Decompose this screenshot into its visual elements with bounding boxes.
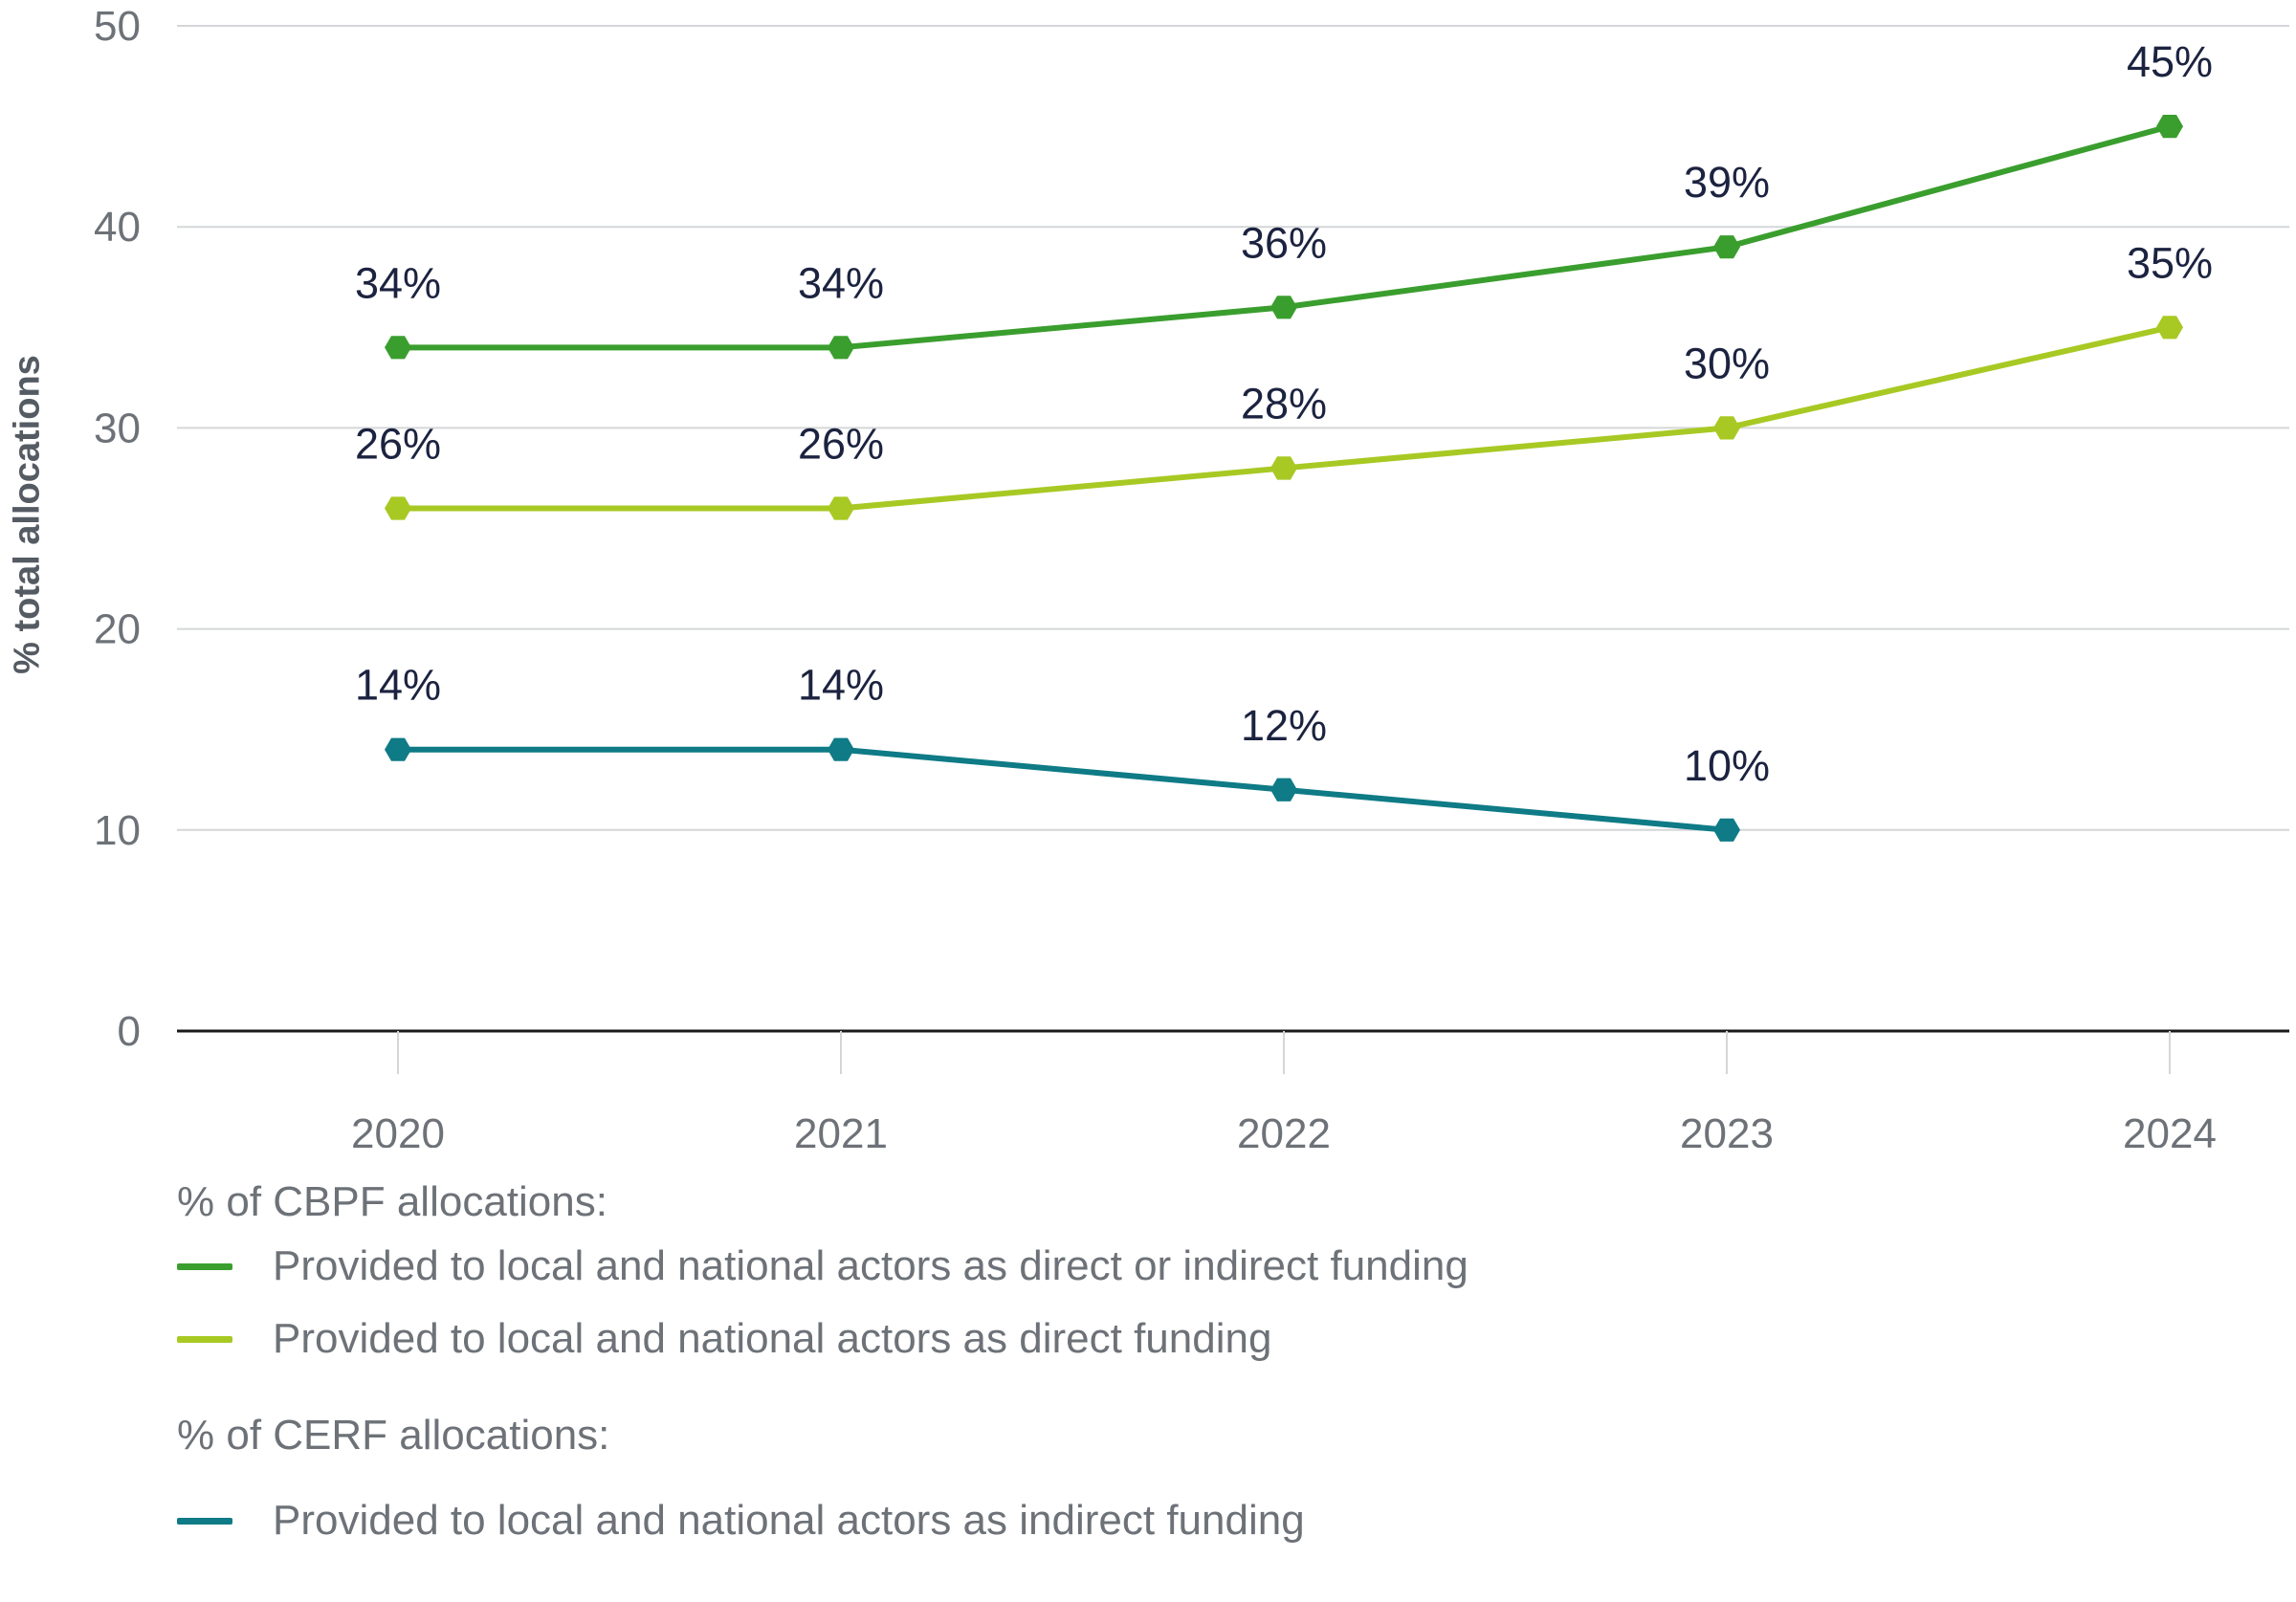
x-tick-label: 2024 [2123, 1110, 2217, 1148]
legend-group-cerf: % of CERF allocations: Provided to local… [177, 1408, 2186, 1557]
legend-group-cbpf: % of CBPF allocations: Provided to local… [177, 1174, 2186, 1375]
data-label: 26% [798, 419, 884, 468]
data-point-marker [2156, 115, 2183, 139]
series-line-2 [395, 746, 1730, 833]
data-label: 34% [355, 258, 441, 307]
x-tick-label: 2021 [794, 1110, 888, 1148]
data-point-marker [385, 737, 411, 761]
data-point-marker [1713, 818, 1740, 842]
legend-swatch-direct-or-indirect [177, 1262, 232, 1270]
data-point-marker [385, 336, 411, 360]
legend-swatch-indirect [177, 1517, 232, 1525]
legend-label-indirect: Provided to local and national actors as… [273, 1497, 1305, 1544]
data-point-marker [1270, 778, 1297, 801]
y-tick-label: 0 [118, 1008, 141, 1055]
y-tick-label: 30 [94, 405, 141, 451]
data-label: 30% [1684, 339, 1770, 387]
legend-item-direct-or-indirect: Provided to local and national actors as… [177, 1230, 2186, 1303]
data-label: 14% [355, 661, 441, 710]
data-label: 12% [1241, 701, 1327, 750]
x-tick-label: 2022 [1237, 1110, 1331, 1148]
legend-swatch-direct [177, 1335, 232, 1343]
y-tick-label: 10 [94, 807, 141, 854]
data-label: 35% [2127, 238, 2213, 287]
legend-item-indirect: Provided to local and national actors as… [177, 1484, 2186, 1557]
y-tick-label: 50 [94, 3, 141, 50]
legend-label-direct-or-indirect: Provided to local and national actors as… [273, 1242, 1468, 1289]
data-label: 34% [798, 258, 884, 307]
y-tick-label: 20 [94, 606, 141, 653]
data-label: 28% [1241, 379, 1327, 428]
data-label: 45% [2127, 37, 2213, 86]
data-label: 10% [1684, 741, 1770, 790]
legend-group-title-cerf: % of CERF allocations: [177, 1412, 610, 1459]
x-tick-label: 2020 [351, 1110, 445, 1148]
data-point-marker [828, 737, 854, 761]
data-point-marker [828, 496, 854, 520]
legend-item-direct: Provided to local and national actors as… [177, 1303, 2186, 1375]
data-label: 14% [798, 661, 884, 710]
data-label: 26% [355, 419, 441, 468]
legend: % of CBPF allocations: Provided to local… [177, 1174, 2186, 1557]
y-tick-label: 40 [94, 204, 141, 251]
data-point-marker [1270, 296, 1297, 319]
x-tick-label: 2023 [1680, 1110, 1774, 1148]
data-point-marker [2156, 316, 2183, 340]
line-chart-plot: 0 10 20 30 40 50 2020 2021 2022 2023 2024 34% 34% 36%… [94, 3, 2289, 1148]
data-point-marker [385, 496, 411, 520]
data-label: 36% [1241, 218, 1327, 267]
data-point-marker [1713, 416, 1740, 440]
data-point-marker [828, 336, 854, 360]
data-point-marker [1713, 235, 1740, 259]
data-point-marker [1270, 456, 1297, 480]
data-label: 39% [1684, 158, 1770, 207]
legend-label-direct: Provided to local and national actors as… [273, 1315, 1272, 1362]
legend-group-title-cbpf: % of CBPF allocations: [177, 1178, 607, 1225]
